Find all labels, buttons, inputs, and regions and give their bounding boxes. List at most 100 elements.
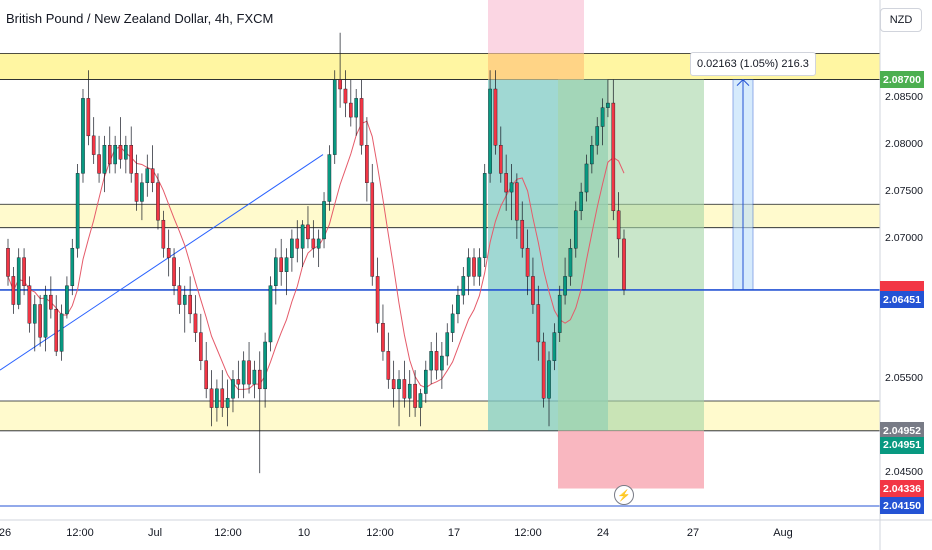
candle-body-90 — [488, 88, 492, 174]
lightning-icon[interactable]: ⚡ — [614, 485, 634, 505]
candle-body-12 — [70, 248, 75, 286]
candle-body-70 — [381, 323, 385, 352]
candle-body-76 — [413, 383, 417, 408]
candle-body-105 — [568, 248, 573, 277]
candle-body-52 — [284, 257, 289, 272]
candle-body-27 — [150, 168, 155, 183]
candle-body-11 — [65, 285, 69, 315]
candle-body-78 — [424, 369, 428, 394]
candle-body-35 — [193, 313, 198, 333]
candle-body-31 — [172, 257, 176, 286]
price-label: 2.06451 — [880, 291, 924, 309]
candle-body-18 — [102, 145, 107, 174]
candle-body-17 — [97, 154, 101, 174]
candle-body-104 — [563, 276, 567, 296]
candle-body-77 — [418, 393, 423, 408]
candle-body-5 — [32, 304, 37, 324]
candle-body-46 — [252, 369, 257, 385]
candle-body-44 — [241, 360, 246, 385]
candle-body-32 — [177, 285, 182, 305]
candle-body-88 — [477, 257, 482, 277]
candle-body-16 — [91, 135, 96, 155]
price-label: 2.04336 — [880, 480, 924, 498]
candle-body-2 — [16, 257, 21, 305]
currency-button[interactable]: NZD — [880, 8, 922, 32]
price-label: 2.08700 — [880, 71, 924, 89]
candle-body-85 — [461, 276, 466, 296]
candle-body-15 — [86, 98, 91, 137]
candle-body-3 — [22, 257, 26, 286]
horizontal-lines — [0, 289, 880, 507]
candle-body-115 — [622, 238, 626, 290]
axis-price: 2.08500 — [885, 91, 923, 104]
time-label: Jul — [147, 527, 163, 539]
candle-body-109 — [590, 145, 594, 165]
candle-body-113 — [611, 102, 616, 212]
time-label: 27 — [686, 527, 700, 539]
candle-body-69 — [375, 276, 380, 324]
candle-body-92 — [498, 145, 503, 174]
measure-arrow-head — [736, 78, 750, 86]
candle-body-84 — [456, 294, 460, 315]
candle-body-41 — [225, 397, 230, 408]
candle-body-110 — [595, 126, 600, 146]
time-label: 12:00 — [66, 527, 94, 539]
time-label: 12:00 — [366, 527, 394, 539]
candle-body-54 — [295, 238, 300, 249]
price-label: 2.04951 — [880, 436, 924, 454]
candle-body-56 — [306, 224, 310, 240]
time-label: 26 — [0, 527, 12, 539]
candle-body-91 — [493, 88, 498, 146]
candle-body-72 — [391, 379, 396, 390]
candle-body-0 — [6, 248, 10, 277]
candle-body-62 — [338, 79, 342, 90]
candle-body-21 — [118, 145, 123, 160]
candle-body-55 — [300, 224, 305, 249]
trendline[interactable] — [0, 154, 324, 371]
candle-body-59 — [322, 201, 326, 240]
candle-body-7 — [43, 294, 48, 338]
candle-body-40 — [220, 388, 225, 408]
candle-body-8 — [49, 294, 53, 310]
candles-layer — [6, 32, 626, 474]
candle-body-30 — [166, 248, 171, 258]
candle-body-80 — [434, 351, 439, 371]
candle-body-26 — [145, 168, 150, 183]
candle-body-36 — [199, 332, 203, 361]
candle-body-9 — [54, 308, 59, 352]
candle-body-86 — [466, 257, 471, 277]
candle-body-49 — [268, 285, 273, 343]
candle-body-29 — [161, 219, 166, 249]
axis-price: 2.04500 — [885, 466, 923, 479]
candle-body-51 — [279, 257, 283, 272]
candle-body-114 — [616, 210, 621, 240]
candle-body-63 — [343, 88, 348, 104]
candle-body-97 — [525, 248, 530, 277]
red-highlight-top — [488, 0, 584, 54]
candle-body-20 — [113, 145, 117, 165]
axis-price: 2.08000 — [885, 138, 923, 151]
candle-body-65 — [354, 98, 358, 118]
candle-body-50 — [274, 257, 278, 286]
candle-body-107 — [579, 191, 583, 212]
time-label: 24 — [596, 527, 610, 539]
candle-body-1 — [11, 276, 16, 305]
candle-body-43 — [236, 379, 241, 385]
orange-overlap — [488, 53, 584, 80]
candle-body-6 — [38, 304, 42, 338]
candle-body-47 — [257, 369, 262, 390]
candle-body-96 — [520, 219, 525, 249]
time-label: 10 — [297, 527, 311, 539]
candle-body-10 — [59, 313, 64, 352]
candle-body-87 — [472, 257, 476, 277]
candle-body-48 — [263, 341, 267, 390]
measure-label: 0.02163 (1.05%) 216.3 — [690, 52, 816, 76]
stop-zone — [558, 430, 704, 489]
candle-body-58 — [316, 238, 321, 249]
candle-body-68 — [370, 182, 375, 277]
candle-body-60 — [327, 154, 332, 202]
candle-body-66 — [359, 98, 364, 146]
candle-body-22 — [124, 145, 128, 160]
zone-2 — [0, 401, 880, 431]
